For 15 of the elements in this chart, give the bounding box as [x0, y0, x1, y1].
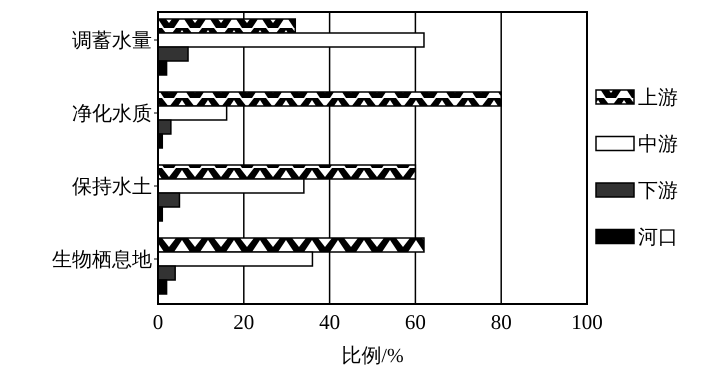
x-axis-title: 比例/%	[341, 345, 404, 367]
x-tick-label: 20	[233, 310, 254, 334]
x-tick-label: 40	[319, 310, 340, 334]
x-tick-label: 80	[490, 310, 512, 334]
y-tick-label: 调蓄水量	[72, 30, 152, 52]
legend-label: 河口	[638, 226, 678, 248]
legend-label: 上游	[638, 87, 678, 109]
x-tick-label: 60	[404, 310, 426, 334]
legend-label: 中游	[638, 134, 678, 156]
legend-label: 下游	[638, 180, 678, 202]
x-tick-label: 0	[152, 310, 164, 334]
y-tick-label: 净化水质	[72, 103, 152, 125]
y-tick-label: 生物栖息地	[52, 249, 152, 271]
y-tick-label: 保持水土	[72, 176, 152, 198]
x-tick-label: 100	[571, 310, 603, 334]
